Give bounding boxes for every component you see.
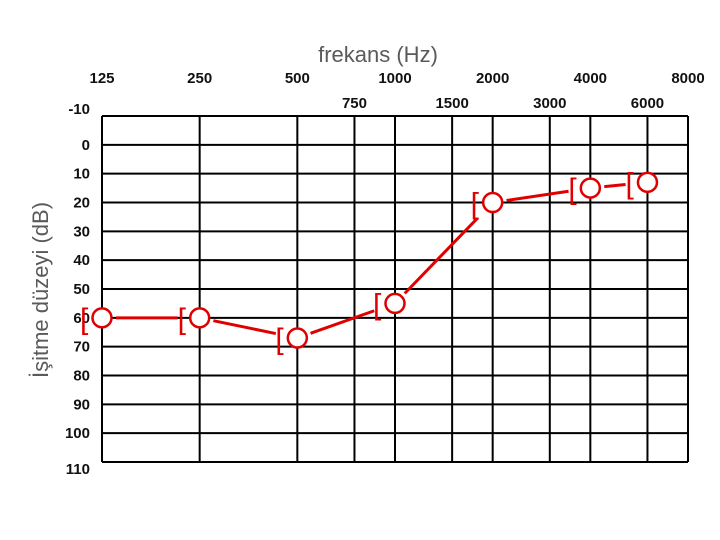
y-tick-label: 110	[66, 461, 90, 478]
data-point	[636, 171, 659, 194]
series-segment	[310, 309, 375, 335]
x-tick-label-bottom: 1500	[435, 95, 468, 112]
x-tick-labels-top: 125 250 500 1000 2000 4000 8000	[89, 70, 704, 87]
data-point	[579, 177, 602, 199]
y-tick-label: 0	[82, 137, 90, 154]
data-point-bracket: [	[80, 303, 89, 336]
data-point	[481, 191, 504, 214]
y-tick-label: 10	[73, 166, 90, 183]
chart-title: frekans (Hz)	[318, 42, 438, 67]
series-segment	[213, 319, 277, 336]
x-tick-label-bottom: 3000	[533, 95, 566, 112]
grid	[101, 115, 689, 463]
y-tick-label: 20	[73, 195, 90, 212]
x-tick-label-top: 8000	[671, 70, 704, 87]
x-tick-label-top: 2000	[476, 70, 509, 87]
x-tick-label-bottom: 750	[342, 95, 367, 112]
x-tick-label-top: 1000	[378, 70, 411, 87]
data-point	[91, 307, 113, 329]
data-point	[384, 292, 406, 315]
data-point-bracket: [	[178, 303, 187, 336]
series-segment	[506, 189, 569, 202]
data-point-bracket: [	[373, 288, 382, 321]
y-tick-label: 30	[73, 223, 90, 240]
series-group: [ [ [ [ [ [ [	[80, 167, 659, 356]
x-tick-label-top: 250	[187, 70, 212, 87]
series-segment	[604, 183, 626, 189]
x-tick-label-top: 125	[89, 70, 114, 87]
x-tick-label-bottom: 6000	[631, 95, 664, 112]
x-tick-label-top: 4000	[574, 70, 607, 87]
y-tick-label: 60	[73, 310, 90, 327]
x-tick-labels-bottom: 750 1500 3000 6000	[342, 95, 664, 112]
y-axis-label: İşitme düzeyi (dB)	[28, 202, 53, 378]
data-point-bracket: [	[471, 188, 480, 221]
x-tick-label-top: 500	[285, 70, 310, 87]
data-point-bracket: [	[568, 173, 577, 206]
series-segment	[403, 217, 479, 295]
y-tick-label: -10	[68, 101, 90, 118]
y-tick-labels: -10 0 10 20 30 40 50 60 70 80 90 100 110	[65, 101, 90, 478]
data-point	[286, 327, 309, 349]
y-tick-label: 70	[73, 339, 90, 356]
data-point-bracket: [	[625, 167, 634, 200]
data-point-bracket: [	[275, 323, 284, 356]
data-point	[188, 307, 211, 329]
y-tick-label: 50	[73, 281, 90, 298]
y-tick-label: 80	[73, 368, 90, 385]
y-tick-label: 40	[73, 252, 90, 269]
y-tick-label: 90	[73, 396, 90, 413]
y-tick-label: 100	[65, 425, 90, 442]
